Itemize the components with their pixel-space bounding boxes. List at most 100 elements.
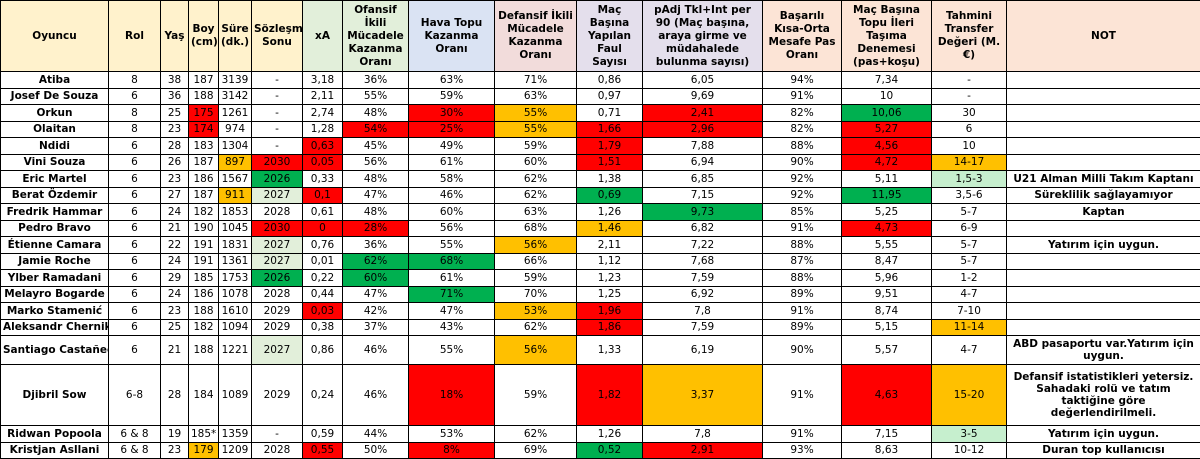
table-cell: 89% xyxy=(763,286,842,303)
table-cell: 28% xyxy=(343,220,409,237)
table-cell: 71% xyxy=(409,286,495,303)
table-cell: 55% xyxy=(495,121,577,138)
player-name-cell: Vini Souza xyxy=(1,154,109,171)
table-cell: 5,25 xyxy=(842,204,932,221)
table-cell: 43% xyxy=(409,319,495,336)
player-name-cell: Ylber Ramadani xyxy=(1,270,109,287)
table-cell: 88% xyxy=(763,270,842,287)
note-cell xyxy=(1007,319,1200,336)
table-cell: 8,47 xyxy=(842,253,932,270)
table-cell: 6 xyxy=(109,319,161,336)
column-header: Hava Topu Kazanma Oranı xyxy=(409,1,495,72)
table-cell: 7,15 xyxy=(643,187,763,204)
table-cell: 59% xyxy=(409,88,495,105)
table-cell: 187 xyxy=(189,187,219,204)
table-cell: 0,33 xyxy=(303,171,343,188)
table-cell: 2027 xyxy=(252,237,303,254)
table-cell: 63% xyxy=(495,88,577,105)
table-cell: 23 xyxy=(161,303,189,320)
note-cell xyxy=(1007,105,1200,122)
table-cell: 56% xyxy=(343,154,409,171)
column-header: Maç Başına Yapılan Faul Sayısı xyxy=(577,1,643,72)
table-cell: 0,69 xyxy=(577,187,643,204)
table-cell: 4-7 xyxy=(932,286,1007,303)
table-cell: 0,52 xyxy=(577,442,643,459)
table-cell: 21 xyxy=(161,336,189,365)
player-name-cell: Melayro Bogarde xyxy=(1,286,109,303)
table-cell: 59% xyxy=(495,365,577,426)
table-cell: 1094 xyxy=(219,319,252,336)
player-name-cell: Jamie Roche xyxy=(1,253,109,270)
table-cell: 7,22 xyxy=(643,237,763,254)
table-cell: 82% xyxy=(763,105,842,122)
note-cell: ABD pasaportu var.Yatırım için uygun. xyxy=(1007,336,1200,365)
table-cell: 60% xyxy=(495,154,577,171)
table-cell: 92% xyxy=(763,187,842,204)
table-cell: 6 xyxy=(109,138,161,155)
note-cell xyxy=(1007,88,1200,105)
table-cell: 1078 xyxy=(219,286,252,303)
note-cell: Kaptan xyxy=(1007,204,1200,221)
table-cell: 1567 xyxy=(219,171,252,188)
table-cell: 1,46 xyxy=(577,220,643,237)
note-cell xyxy=(1007,72,1200,89)
table-cell: 45% xyxy=(343,138,409,155)
column-header: Sözleşme Sonu xyxy=(252,1,303,72)
table-cell: 1089 xyxy=(219,365,252,426)
table-cell: 61% xyxy=(409,154,495,171)
table-cell: 36% xyxy=(343,237,409,254)
table-cell: 56% xyxy=(409,220,495,237)
table-cell: 7,34 xyxy=(842,72,932,89)
table-cell: 28 xyxy=(161,138,189,155)
table-cell: 47% xyxy=(343,187,409,204)
table-cell: 23 xyxy=(161,121,189,138)
table-cell: 2029 xyxy=(252,319,303,336)
table-cell: 68% xyxy=(409,253,495,270)
player-name-cell: Santiago Castañeda xyxy=(1,336,109,365)
table-cell: 59% xyxy=(495,270,577,287)
table-cell: 50% xyxy=(343,442,409,459)
table-cell: 3,18 xyxy=(303,72,343,89)
table-cell: 55% xyxy=(343,88,409,105)
table-cell: 6 xyxy=(109,286,161,303)
table-cell: 0,63 xyxy=(303,138,343,155)
table-cell: 28 xyxy=(161,365,189,426)
table-cell: 90% xyxy=(763,336,842,365)
table-cell: 55% xyxy=(409,336,495,365)
table-cell: 6,94 xyxy=(643,154,763,171)
table-cell: 62% xyxy=(495,187,577,204)
table-cell: 0,1 xyxy=(303,187,343,204)
table-cell: 0,44 xyxy=(303,286,343,303)
table-cell: 60% xyxy=(409,204,495,221)
table-cell: 974 xyxy=(219,121,252,138)
table-cell: 179 xyxy=(189,442,219,459)
table-cell: 0,97 xyxy=(577,88,643,105)
table-cell: 1,38 xyxy=(577,171,643,188)
table-cell: 1,51 xyxy=(577,154,643,171)
table-cell: 0,61 xyxy=(303,204,343,221)
table-cell: 10 xyxy=(932,138,1007,155)
table-cell: 91% xyxy=(763,88,842,105)
note-cell: Süreklilik sağlayamıyor xyxy=(1007,187,1200,204)
table-cell: 1,28 xyxy=(303,121,343,138)
table-cell: 6 xyxy=(109,154,161,171)
table-cell: 0,76 xyxy=(303,237,343,254)
column-header: Ofansif İkili Mücadele Kazanma Oranı xyxy=(343,1,409,72)
table-cell: 2028 xyxy=(252,204,303,221)
table-cell: 6-8 xyxy=(109,365,161,426)
table-cell: 185 xyxy=(189,270,219,287)
table-cell: 6-9 xyxy=(932,220,1007,237)
column-header: NOT xyxy=(1007,1,1200,72)
column-header: Başarılı Kısa-Orta Mesafe Pas Oranı xyxy=(763,1,842,72)
player-name-cell: Ndidi xyxy=(1,138,109,155)
table-cell: 190 xyxy=(189,220,219,237)
table-cell: 2028 xyxy=(252,286,303,303)
table-cell: 91% xyxy=(763,303,842,320)
